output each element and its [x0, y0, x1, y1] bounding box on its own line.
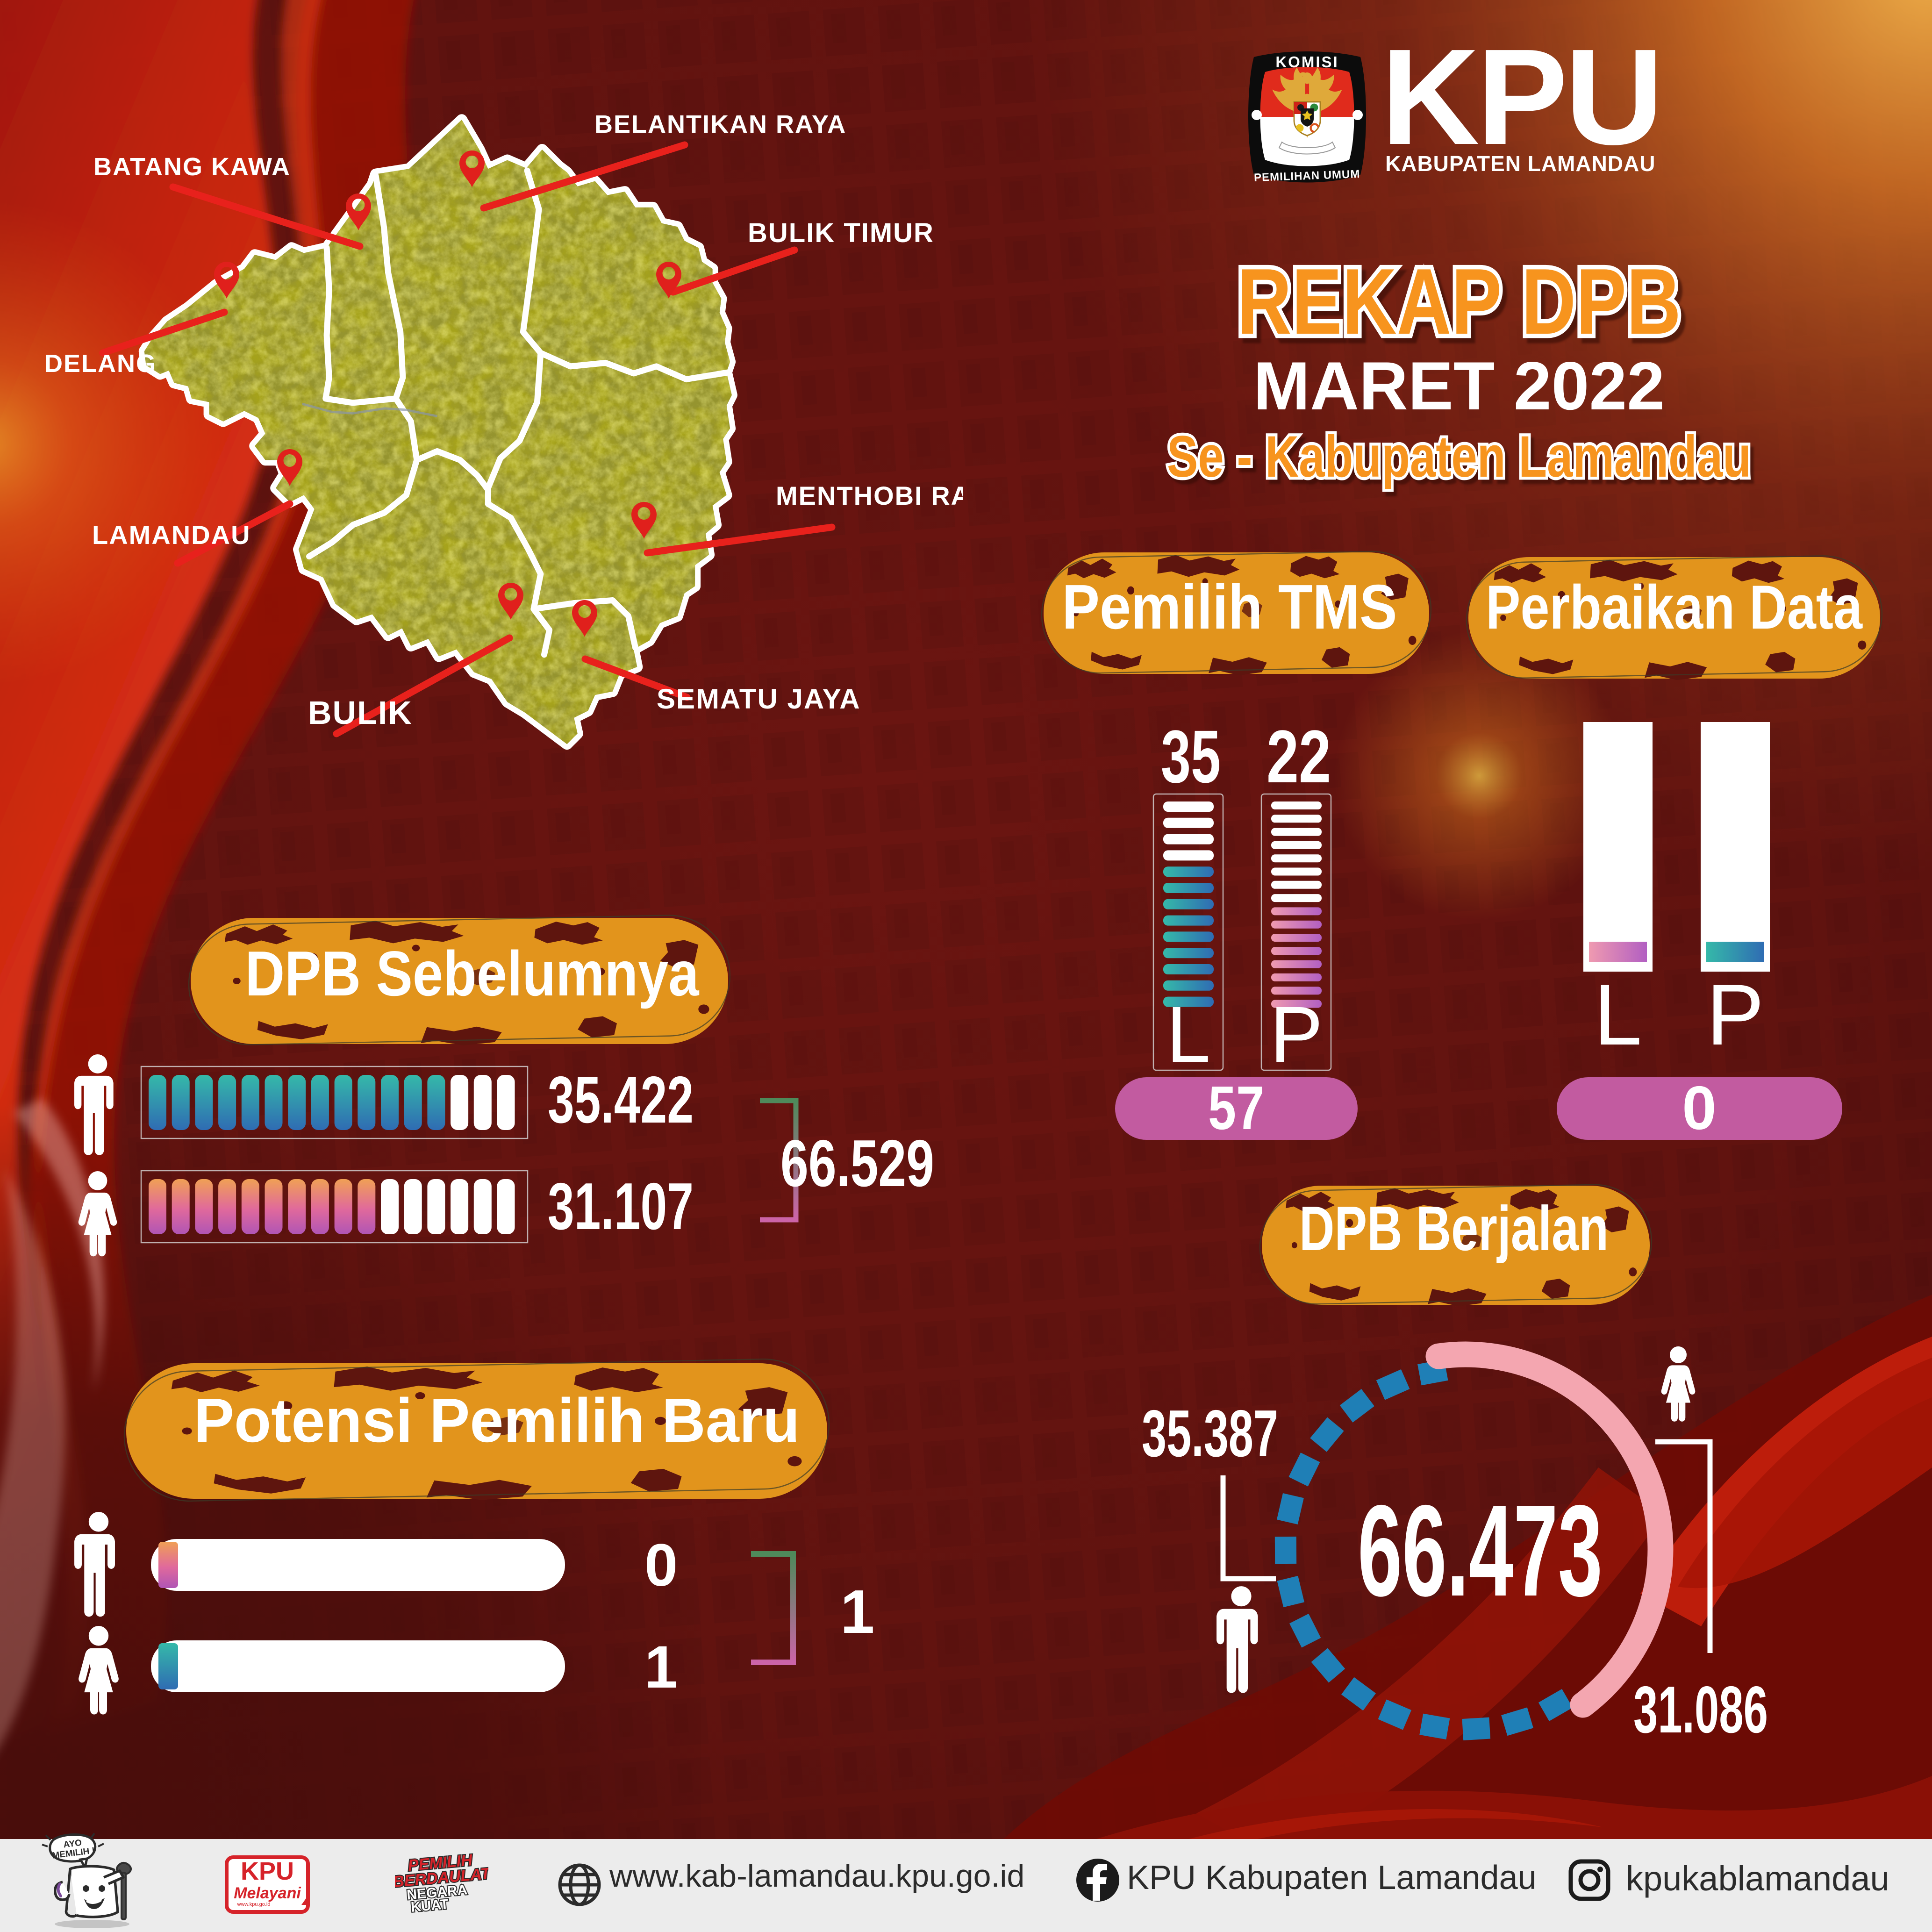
svg-text:KOMISI: KOMISI — [1275, 53, 1338, 71]
svg-text:BELANTIKAN RAYA: BELANTIKAN RAYA — [594, 110, 846, 138]
svg-text:P: P — [1270, 990, 1323, 1079]
svg-text:35.387: 35.387 — [1142, 1396, 1278, 1471]
svg-text:DPB Sebelumnya: DPB Sebelumnya — [245, 938, 700, 1009]
svg-text:BULIK: BULIK — [308, 694, 413, 731]
svg-text:22: 22 — [1267, 715, 1331, 798]
svg-text:0: 0 — [1682, 1073, 1716, 1142]
svg-text:MENTHOBI RAYA: MENTHOBI RAYA — [776, 481, 963, 510]
svg-text:BATANG KAWA: BATANG KAWA — [93, 153, 291, 181]
svg-text:35.422: 35.422 — [548, 1063, 694, 1137]
svg-text:DELANG: DELANG — [44, 350, 157, 378]
svg-text:REKAP DPB: REKAP DPB — [1237, 250, 1681, 354]
svg-text:57: 57 — [1208, 1073, 1264, 1142]
svg-text:LAMANDAU: LAMANDAU — [92, 520, 251, 550]
svg-text:66.529: 66.529 — [780, 1126, 934, 1201]
svg-text:MARET 2022: MARET 2022 — [1253, 348, 1665, 424]
svg-text:AYO: AYO — [63, 1838, 82, 1850]
svg-text:www.kpu.go.id: www.kpu.go.id — [237, 1902, 271, 1907]
svg-text:DPB Berjalan: DPB Berjalan — [1299, 1193, 1609, 1264]
svg-text:1: 1 — [644, 1634, 678, 1701]
svg-text:Pemilih TMS: Pemilih TMS — [1062, 572, 1397, 642]
svg-text:L: L — [1166, 990, 1211, 1079]
svg-text:KUAT: KUAT — [410, 1896, 450, 1913]
svg-text:Perbaikan Data: Perbaikan Data — [1486, 573, 1863, 642]
svg-text:BULIK TIMUR: BULIK TIMUR — [748, 218, 934, 248]
svg-text:Se - Kabupaten Lamandau: Se - Kabupaten Lamandau — [1167, 424, 1751, 489]
svg-text:31.107: 31.107 — [548, 1169, 694, 1244]
svg-text:0: 0 — [644, 1532, 678, 1599]
svg-text:35: 35 — [1161, 715, 1221, 798]
svg-text:P: P — [1706, 967, 1764, 1063]
svg-text:31.086: 31.086 — [1633, 1673, 1768, 1747]
svg-text:Potensi Pemilih Baru: Potensi Pemilih Baru — [194, 1386, 800, 1455]
svg-text:1: 1 — [840, 1577, 874, 1646]
svg-text:66.473: 66.473 — [1358, 1478, 1603, 1623]
svg-text:KPU: KPU — [241, 1857, 294, 1885]
svg-text:SEMATU JAYA: SEMATU JAYA — [657, 683, 861, 715]
svg-text:L: L — [1594, 967, 1642, 1063]
svg-text:Melayani: Melayani — [234, 1884, 301, 1902]
